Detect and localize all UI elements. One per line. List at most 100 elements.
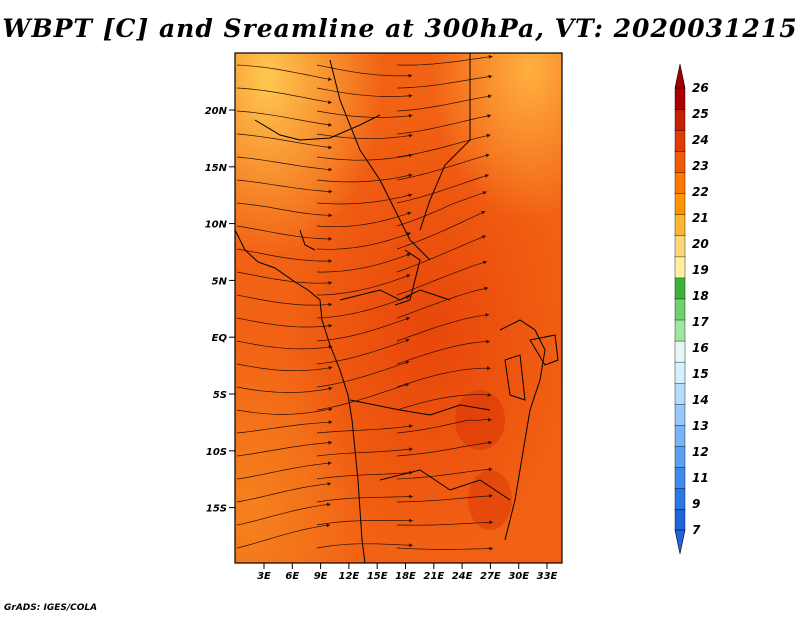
streamline-arrow [485, 153, 490, 158]
streamline [396, 547, 494, 550]
colorbar-label: 19 [692, 263, 709, 277]
streamline [316, 154, 413, 161]
streamline-arrow [328, 213, 333, 218]
streamline [236, 386, 333, 393]
streamline [236, 483, 332, 503]
streamline-arrow [327, 461, 332, 466]
colorbar-label: 13 [692, 419, 709, 433]
streamline [236, 503, 331, 526]
coastlines-borders [234, 53, 559, 564]
lon-label: 27E [480, 571, 501, 582]
streamline [316, 425, 413, 434]
streamline-arrow [328, 189, 333, 194]
lon-label: 21E [423, 571, 444, 582]
colorbar-label: 20 [692, 237, 709, 251]
lat-label: 10N [205, 220, 228, 231]
colorbar-segment [674, 340, 686, 363]
colorbar-segment [674, 87, 686, 110]
streamline-arrow [326, 502, 331, 507]
colorbar-segment [674, 298, 686, 321]
colorbar-segment [674, 403, 686, 426]
lon-label: 15E [367, 571, 388, 582]
streamline-arrow [489, 520, 493, 525]
streamline [396, 314, 490, 342]
wbpt-field [235, 53, 562, 563]
streamline [316, 543, 413, 549]
streamline-arrow [406, 253, 411, 257]
streamline [396, 56, 493, 66]
streamline-arrow [487, 94, 492, 99]
streamline [316, 253, 411, 273]
streamline-arrow [328, 366, 333, 370]
lon-label: 33E [537, 571, 558, 582]
lat-label: 15S [206, 504, 227, 515]
streamline-arrow [409, 543, 413, 548]
streamline [396, 114, 492, 135]
map-frame [234, 52, 563, 564]
colorbar-label: 22 [692, 185, 709, 199]
streamline-arrow [487, 393, 492, 397]
streamline [236, 340, 333, 350]
streamline-arrow [328, 122, 332, 127]
streamline [396, 75, 493, 89]
streamline-arrow [409, 518, 413, 523]
streamline [316, 317, 410, 342]
streamline-arrow [328, 440, 332, 445]
colorbar-label: 23 [692, 159, 709, 173]
streamline [316, 174, 413, 183]
streamline [316, 110, 413, 118]
longitude-axis: 3E 6E 9E 12E 15E 18E 21E 24E 27E 30E 33E [257, 563, 558, 582]
streamline [396, 235, 487, 273]
streamline [396, 468, 493, 480]
streamline-arrow [486, 133, 491, 138]
lat-label: 10S [206, 447, 227, 458]
lat-label: EQ [212, 333, 228, 344]
streamline [396, 367, 491, 388]
streamline-arrow [328, 407, 333, 412]
streamline-arrow [483, 260, 487, 265]
streamline [236, 64, 332, 81]
lat-label: 20N [205, 106, 228, 117]
colorbar-segment [674, 235, 686, 258]
colorbar-segment [674, 466, 686, 489]
streamline [316, 194, 413, 205]
streamline-arrow [327, 77, 332, 81]
streamline [236, 317, 333, 328]
streamline [236, 156, 333, 171]
streamline [316, 448, 413, 457]
latitude-axis: 20N 15N 10N 5N EQ 5S 10S 15S [205, 106, 235, 515]
streamline [236, 462, 332, 480]
streamline-arrow [485, 313, 490, 317]
streamline-arrow [408, 193, 413, 198]
streamline [236, 271, 333, 284]
streamline-arrow [328, 259, 332, 263]
colorbar-arrow-low [674, 529, 686, 555]
streamline [316, 361, 410, 388]
chart-title: WBPT [C] and Sreamline at 300hPa, VT: 20… [2, 14, 798, 43]
colorbar-segment [674, 487, 686, 510]
streamline-arrow [488, 74, 493, 79]
streamline [236, 87, 332, 104]
streamline-arrow [406, 274, 411, 278]
colorbar-label: 21 [692, 211, 709, 225]
colorbar-label: 26 [692, 81, 709, 95]
streamline-arrow [328, 302, 333, 307]
streamline-arrow [405, 360, 410, 365]
colorbar-arrow-high [674, 63, 686, 89]
streamline [316, 64, 413, 77]
streamline [396, 134, 491, 158]
streamline-arrow [481, 235, 486, 239]
streamline-arrow [405, 317, 410, 321]
streamline-arrow [408, 133, 413, 138]
grads-credit: GrADS: IGES/COLA [4, 603, 98, 613]
streamline-arrow [488, 440, 492, 445]
streamline-arrow [409, 494, 413, 499]
streamline [236, 225, 332, 240]
streamline [236, 408, 333, 415]
lon-label: 12E [339, 571, 360, 582]
streamline [396, 441, 493, 457]
streamline-arrow [487, 366, 491, 371]
streamline [396, 174, 489, 204]
colorbar-segment [674, 445, 686, 468]
colorbar-label: 14 [692, 393, 709, 407]
